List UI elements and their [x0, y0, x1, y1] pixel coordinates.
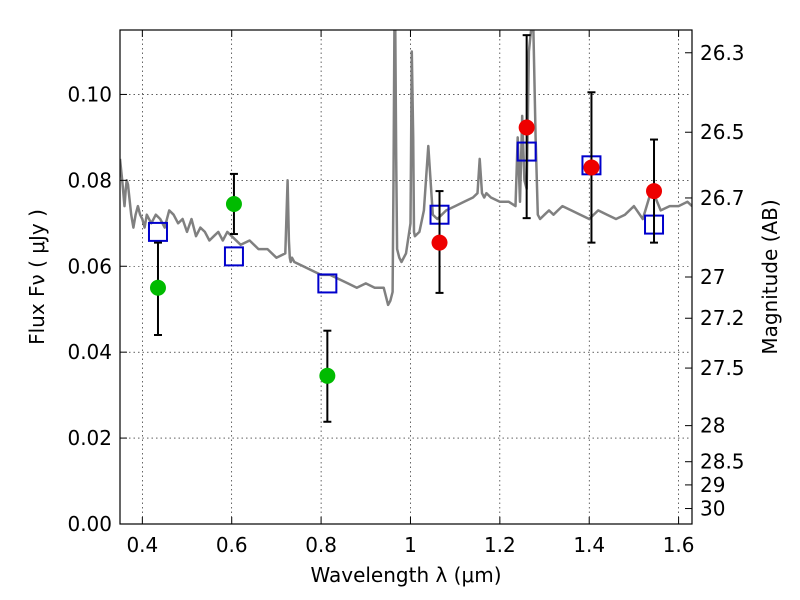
right-axis-label: Magnitude (AB): [758, 199, 782, 354]
y-tick-label: 0.06: [67, 254, 112, 278]
y-tick-label: 0.00: [67, 512, 112, 536]
right-tick-label: 30: [700, 497, 725, 521]
x-tick-label: 1: [404, 533, 417, 557]
right-tick-label: 28: [700, 414, 725, 438]
y-tick-label: 0.02: [67, 426, 112, 450]
observed-flux-point: [149, 279, 166, 296]
x-tick-label: 1.2: [484, 533, 516, 557]
spectrum-layer: [120, 30, 692, 307]
y-tick-label: 0.10: [67, 82, 112, 106]
right-tick-label: 27.5: [700, 356, 745, 380]
right-tick-label: 26.5: [700, 120, 745, 144]
observed-flux-point: [431, 234, 448, 251]
x-tick-label: 1.4: [573, 533, 605, 557]
x-tick-label: 0.8: [305, 533, 337, 557]
right-tick-label: 26.7: [700, 186, 745, 210]
right-tick-label: 27: [700, 265, 725, 289]
right-tick-label: 27.2: [700, 306, 745, 330]
model-photometry-square: [147, 221, 168, 242]
model-photometry-square: [317, 273, 338, 294]
y-tick-label: 0.08: [67, 168, 112, 192]
ticks: 0.4 0.6 0.8 1 1.2 1.4 1.6 0.00 0.02 0.04 0.06 0.08 0…: [67, 30, 745, 557]
data-layer: [147, 34, 665, 423]
x-axis-label: Wavelength λ (μm): [310, 563, 501, 587]
model-spectrum-line: [120, 30, 692, 307]
right-tick-label: 29: [700, 473, 725, 497]
x-tick-label: 1.6: [663, 533, 695, 557]
observed-flux-point: [225, 195, 242, 212]
model-photometry-square: [223, 246, 244, 267]
right-tick-label: 26.3: [700, 41, 745, 65]
observed-flux-point: [319, 367, 336, 384]
observed-flux-point: [583, 159, 600, 176]
observed-flux-point: [646, 183, 663, 200]
x-tick-label: 0.6: [216, 533, 248, 557]
y-axis-label: Flux Fν ( μJy ): [25, 209, 49, 345]
right-tick-label: 28.5: [700, 450, 745, 474]
observed-flux-point: [518, 119, 535, 136]
x-tick-label: 0.4: [126, 533, 158, 557]
y-tick-label: 0.04: [67, 340, 112, 364]
